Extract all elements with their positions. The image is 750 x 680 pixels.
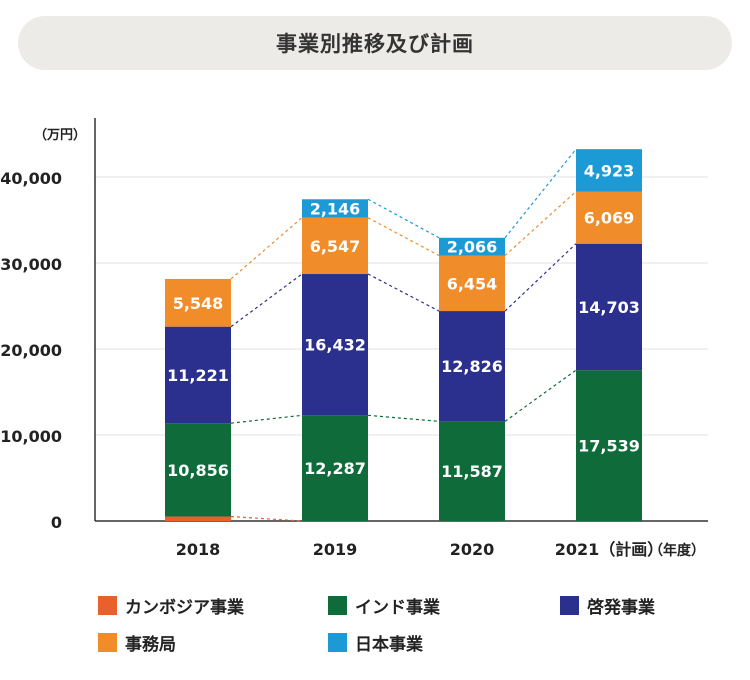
y-tick-label: 30,000	[0, 255, 62, 274]
legend-swatch-awareness	[560, 596, 579, 615]
legend-item-awareness: 啓発事業	[560, 593, 655, 618]
legend-swatch-cambodia	[98, 596, 117, 615]
y-unit-label: （万円）	[34, 127, 86, 143]
data-label: 17,539	[578, 437, 640, 456]
data-label: 10,856	[167, 461, 229, 480]
data-label: 14,703	[578, 298, 640, 317]
connector-line	[230, 414, 303, 424]
bar-segment	[439, 237, 505, 256]
connector-line	[504, 148, 577, 239]
y-tick-label: 0	[51, 513, 62, 532]
data-label: 11,221	[167, 366, 229, 385]
y-tick-label: 20,000	[0, 341, 62, 360]
legend-item-secretariat: 事務局	[98, 630, 176, 655]
connector-line	[504, 243, 577, 312]
connector-line	[230, 273, 303, 328]
connector-line	[230, 217, 303, 280]
legend-item-india: インド事業	[328, 593, 440, 618]
data-label: 2,146	[310, 199, 361, 218]
bar-segment	[439, 421, 505, 521]
legend-item-cambodia: カンボジア事業	[98, 593, 244, 618]
x-tick-label: 2021（計画）	[555, 540, 664, 559]
legend-label-cambodia: カンボジア事業	[125, 598, 244, 618]
connector-line	[504, 369, 577, 422]
x-tick-label: 2019	[313, 540, 358, 559]
bar-segment	[576, 370, 642, 521]
legend-label-awareness: 啓発事業	[587, 598, 655, 618]
data-label: 6,547	[310, 237, 361, 256]
data-label: 6,069	[584, 209, 635, 228]
bar-segment	[576, 191, 642, 244]
bar-segment	[302, 274, 368, 416]
data-label: 11,587	[441, 462, 503, 481]
legend-item-japan: 日本事業	[328, 630, 423, 655]
data-label: 12,287	[304, 459, 366, 478]
bar-segment	[165, 516, 231, 521]
data-label: 6,454	[447, 274, 498, 293]
connector-line	[504, 191, 577, 256]
data-label: 16,432	[304, 336, 366, 355]
data-label: 4,923	[584, 161, 635, 180]
legend-label-secretariat: 事務局	[125, 635, 176, 655]
chart-title: 事業別推移及び計画	[18, 16, 732, 70]
x-tick-label: 2020	[450, 540, 495, 559]
connector-line	[367, 198, 440, 239]
bar-segment	[576, 243, 642, 371]
bar-segment	[165, 278, 231, 327]
legend-swatch-india	[328, 596, 347, 615]
connector-line	[367, 217, 440, 257]
bar-segment	[302, 199, 368, 218]
bar-segment	[165, 326, 231, 424]
y-tick-label: 40,000	[0, 169, 62, 188]
legend-label-japan: 日本事業	[355, 635, 423, 655]
legend-swatch-japan	[328, 633, 347, 652]
data-label: 5,548	[173, 294, 224, 313]
x-unit-label: （年度）	[649, 542, 705, 559]
x-tick-label: 2018	[176, 540, 221, 559]
connector-line	[367, 414, 440, 422]
bar-segment	[302, 415, 368, 521]
data-label: 12,826	[441, 357, 503, 376]
bar-segment	[165, 423, 231, 517]
bar-segment	[439, 255, 505, 312]
legend-label-india: インド事業	[355, 598, 440, 618]
bar-segment	[576, 149, 642, 192]
bar-segment	[302, 217, 368, 275]
y-tick-label: 10,000	[0, 427, 62, 446]
connector-line	[367, 273, 440, 312]
bar-segment	[439, 311, 505, 422]
legend-swatch-secretariat	[98, 633, 117, 652]
data-label: 2,066	[447, 238, 498, 257]
